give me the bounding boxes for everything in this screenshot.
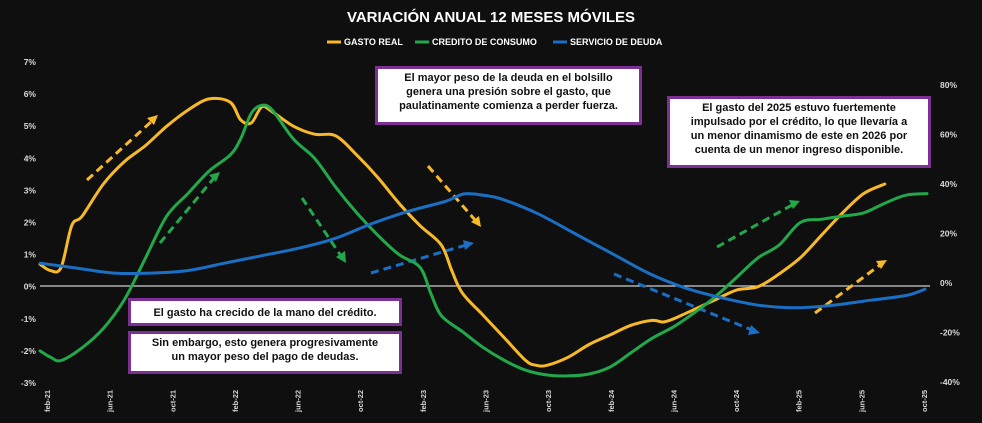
y-left-tick-label: 3% [24,185,37,195]
y-left-tick-label: -2% [21,346,37,356]
x-tick-label: oct-24 [732,389,741,412]
trend-arrow-gasto-down [426,165,477,221]
y-axis-right: 80% 60% 40% 20% 0% -20% -40% [940,80,960,387]
series-lines [38,96,929,378]
trend-arrow-gasto-up-1 [85,119,154,182]
trend-arrows [85,115,887,335]
annotation-deuda: El mayor peso de la deuda en el bolsillo… [375,66,642,125]
x-tick-label: feb-22 [231,390,240,412]
y-axis-left: 7% 6% 5% 4% 3% 2% 1% 0% -1% -2% -3% [21,57,37,388]
x-tick-label: jun-23 [482,390,491,413]
trend-arrow-head [147,115,158,125]
y-right-tick-label: 40% [940,179,957,189]
x-tick-label: feb-23 [419,390,428,412]
legend: GASTO REAL CREDITO DE CONSUMO SERVICIO D… [327,37,663,47]
trend-arrow-head [876,260,887,269]
x-tick-label: oct-22 [356,390,365,412]
x-tick-label: oct-21 [168,390,177,412]
annotation-credito: El gasto ha crecido de la mano del crédi… [128,298,402,326]
x-tick-label: jun-24 [669,389,678,413]
series-line-gasto-real [38,96,887,368]
trend-arrow-head [471,216,481,227]
x-tick-label: jun-21 [106,390,115,413]
y-left-tick-label: 2% [24,218,37,228]
y-left-tick-label: 6% [24,89,37,99]
trend-arrow-deuda-down [613,272,753,332]
y-right-tick-label: 60% [940,130,957,140]
y-left-tick-label: 5% [24,121,37,131]
series-line-servicio-de-deuda [38,192,927,310]
trend-arrow-credito-up-1 [158,177,216,244]
y-left-tick-label: 1% [24,250,37,260]
legend-credito: CREDITO DE CONSUMO [432,37,537,47]
y-right-tick-label: -40% [940,377,960,387]
y-left-tick-label: -1% [21,314,37,324]
trend-arrow-credito-up-2 [716,203,793,249]
y-right-tick-label: 80% [940,80,957,90]
series-line-credito-de-consumo [38,103,929,378]
trend-arrow-head [209,172,220,182]
legend-deuda: SERVICIO DE DEUDA [570,37,663,47]
trend-arrow-head [789,200,800,209]
y-right-tick-label: 20% [940,229,957,239]
annotation-2025: El gasto del 2025 estuvo fuertemente imp… [667,96,931,168]
legend-gasto: GASTO REAL [344,37,403,47]
x-tick-label: oct-23 [544,390,553,412]
y-right-tick-label: -20% [940,328,960,338]
y-left-tick-label: 0% [24,282,37,292]
x-tick-label: feb-21 [43,390,52,412]
chart-title: VARIACIÓN ANUAL 12 MESES MÓVILES [347,8,635,26]
y-left-tick-label: -3% [21,378,37,388]
x-tick-label: jun-22 [294,390,303,413]
annotation-embargo: Sin embargo, esto genera progresivamente… [128,331,402,374]
x-axis: feb-21 jun-21 oct-21 feb-22 jun-22 oct-22 feb-… [43,389,929,413]
x-tick-label: oct-25 [920,390,929,412]
trend-arrow-credito-down [300,197,343,257]
trend-arrow-head [336,251,346,263]
x-tick-label: feb-25 [795,390,804,412]
y-right-tick-label: 0% [940,278,953,288]
y-left-tick-label: 4% [24,153,37,163]
trend-arrow-head [463,240,474,250]
trend-arrow-head [748,325,760,335]
x-tick-label: feb-24 [607,389,616,412]
trend-arrow-deuda-up [370,243,467,275]
y-left-tick-label: 7% [24,57,37,67]
x-tick-label: jun-25 [857,390,866,413]
